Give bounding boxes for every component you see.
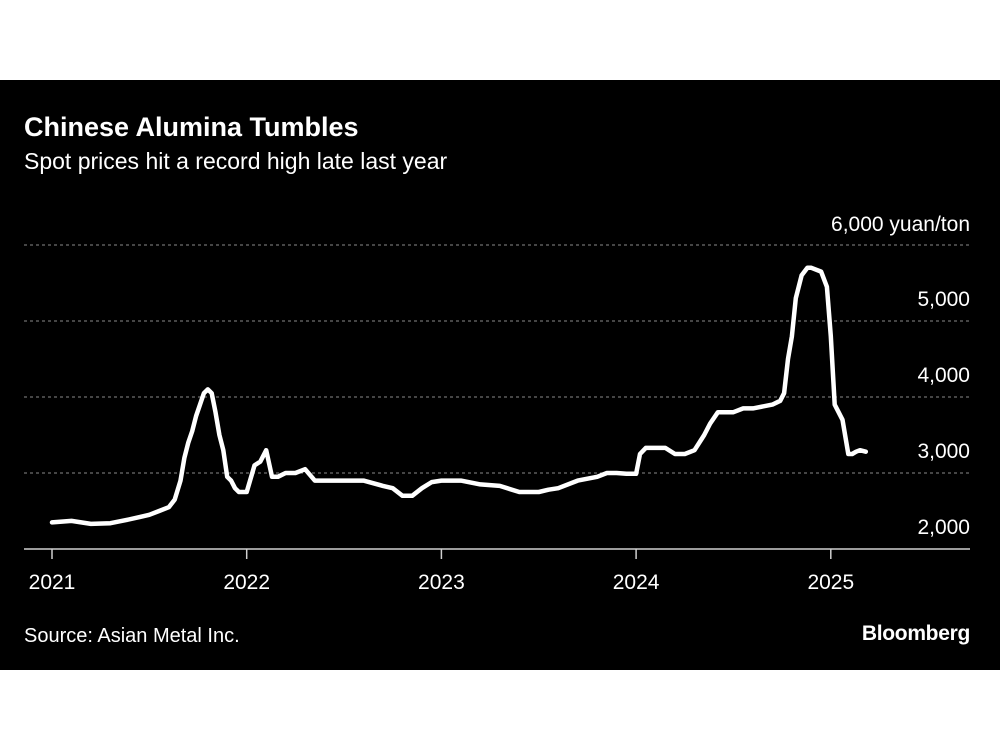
chart-title: Chinese Alumina Tumbles: [24, 112, 359, 142]
series-layer: [49, 265, 869, 527]
gridlines: [24, 244, 970, 474]
bloomberg-logo: Bloomberg: [861, 622, 970, 645]
axes: [24, 548, 970, 559]
x-tick-label-2022: 2022: [223, 571, 270, 594]
chart-subtitle: Spot prices hit a record high late last …: [24, 148, 448, 174]
y-tick-label-4000: 4,000: [917, 364, 970, 387]
series-line-0: [49, 265, 869, 527]
y-tick-label-5000: 5,000: [917, 288, 970, 311]
line-chart: 2,000 3,000 4,000 5,000 6,000 yuan/ton 2021 20…: [24, 213, 970, 594]
source-note: Source: Asian Metal Inc.: [24, 625, 240, 647]
x-tick-label-2021: 2021: [29, 571, 76, 594]
tick-labels: 2,000 3,000 4,000 5,000 6,000 yuan/ton 2021 20…: [29, 213, 970, 594]
y-tick-label-2000: 2,000: [917, 516, 970, 539]
x-tick-label-2023: 2023: [418, 571, 465, 594]
y-tick-label-6000: 6,000 yuan/ton: [831, 213, 970, 236]
y-tick-label-3000: 3,000: [917, 440, 970, 463]
x-tick-label-2025: 2025: [807, 571, 854, 594]
x-tick-label-2024: 2024: [613, 571, 660, 594]
chart-panel: Chinese Alumina Tumbles Spot prices hit …: [0, 80, 1000, 670]
